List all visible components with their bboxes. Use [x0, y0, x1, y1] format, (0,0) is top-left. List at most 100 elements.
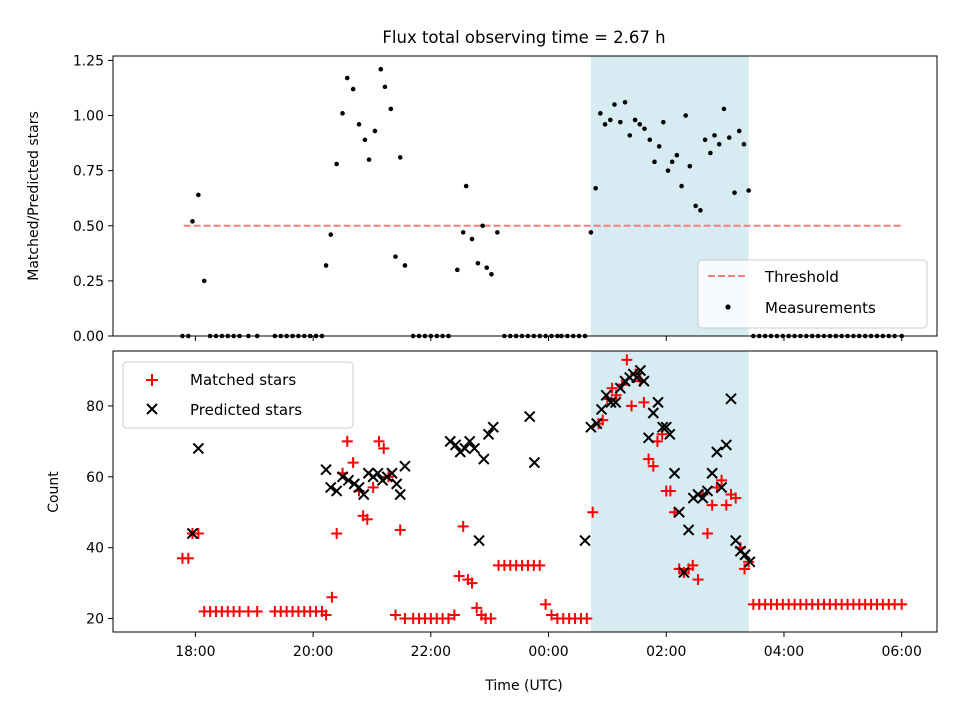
predicted-star-point	[478, 453, 490, 465]
predicted-star-point	[600, 389, 612, 402]
count-y-tick-label: 20	[86, 612, 104, 628]
predicted-star-point	[730, 534, 742, 547]
predicted-star-point	[390, 478, 403, 490]
matched-star-point	[706, 499, 718, 511]
ratio-y-tick-label: 1.25	[73, 53, 104, 69]
predicted-star-point	[711, 446, 723, 458]
measurement-point	[702, 137, 708, 143]
predicted-star-point	[664, 428, 676, 440]
measurement-point	[661, 119, 666, 125]
predicted-star-point	[720, 439, 732, 451]
matched-star-point	[647, 460, 659, 472]
measurement-point	[612, 102, 617, 107]
measurement-point	[495, 230, 500, 235]
predicted-star-point	[739, 549, 751, 561]
matched-star-point	[192, 527, 204, 539]
matched-star-point	[453, 570, 465, 582]
measurement-point	[708, 150, 713, 156]
matched-star-point	[720, 499, 732, 511]
measurement-point	[665, 168, 671, 173]
ratio-y-tick-label: 0.50	[73, 219, 104, 235]
matched-star-point	[378, 442, 390, 454]
measurement-point	[593, 185, 598, 191]
legend-matched-label: Matched stars	[190, 371, 296, 389]
predicted-star-point	[638, 375, 650, 387]
ratio-y-tick-label: 0.25	[73, 274, 104, 290]
measurement-point	[732, 190, 737, 195]
measurement-point	[683, 113, 688, 118]
time-x-tick-label: 02:00	[646, 644, 686, 660]
matched-star-point	[716, 474, 728, 486]
predicted-star-point	[660, 421, 672, 433]
predicted-star-point	[682, 524, 695, 536]
predicted-star-point	[634, 364, 647, 377]
predicted-star-point	[528, 456, 541, 469]
time-x-tick-label: 20:00	[293, 644, 333, 660]
matched-star-point	[730, 492, 742, 504]
predicted-star-point	[186, 527, 199, 540]
predicted-star-point	[697, 492, 709, 504]
time-x-tick-label: 22:00	[411, 644, 451, 660]
measurement-point	[328, 232, 334, 237]
measurement-point	[642, 126, 647, 132]
measurement-point	[637, 122, 643, 127]
predicted-star-point	[394, 488, 406, 501]
time-x-tick-label: 00:00	[528, 644, 568, 660]
measurement-point	[687, 163, 693, 169]
predicted-star-point	[386, 467, 398, 479]
matched-star-point	[331, 527, 343, 539]
measurement-point	[362, 137, 368, 143]
matched-star-point	[581, 613, 593, 625]
matched-star-point	[326, 591, 338, 603]
matched-star-point	[664, 485, 676, 497]
predicted-star-point	[715, 481, 728, 494]
measurement-point	[698, 208, 703, 213]
predicted-star-point	[449, 439, 462, 451]
counts-panel: 20 40 60 80 18:00 20:00 22:00 00:00 02:00 04:00 0…	[46, 350, 938, 694]
measurement-point	[627, 133, 633, 138]
legend-measurements-label: Measurements	[765, 299, 876, 317]
measurement-point	[674, 152, 680, 158]
matched-star-point	[485, 613, 497, 625]
measurement-point	[598, 111, 603, 116]
count-y-tick-label: 40	[86, 541, 104, 557]
matched-star-point	[361, 513, 373, 525]
count-y-label: Count	[46, 471, 62, 513]
matched-star-point	[651, 435, 663, 447]
measurement-point	[602, 122, 608, 127]
matched-star-point	[606, 382, 618, 394]
matched-star-point	[373, 435, 385, 447]
measurement-point	[460, 230, 466, 235]
measurement-point	[372, 128, 378, 134]
ratio-y-ticks: 0.00 0.25 0.50 0.75 1.00 1.25	[73, 53, 113, 345]
measurement-point	[656, 144, 662, 149]
predicted-star-point	[706, 467, 718, 479]
measurement-point	[736, 128, 742, 134]
matched-star-point	[390, 609, 402, 621]
legend-predicted-label: Predicted stars	[190, 401, 302, 419]
measurement-point	[746, 188, 751, 193]
predicted-star-point	[336, 471, 349, 483]
count-axes-frame	[112, 350, 938, 633]
predicted-star-point	[358, 488, 370, 501]
ratio-axes-frame	[112, 55, 938, 337]
ratio-y-tick-label: 0.00	[73, 329, 104, 345]
predicted-star-point	[482, 428, 495, 440]
chart-title: Flux total observing time = 2.67 h	[382, 28, 665, 47]
legend-matched-swatch	[146, 374, 158, 386]
matched-star-point	[534, 559, 546, 571]
matched-star-point	[367, 481, 379, 493]
ratio-legend-box	[697, 259, 928, 329]
predicted-star-point	[647, 407, 660, 419]
matched-star-point	[545, 609, 557, 621]
measurement-point	[632, 117, 638, 123]
predicted-stars-points	[186, 364, 756, 579]
measurement-point	[397, 155, 403, 160]
measurement-point	[693, 203, 698, 209]
matched-star-point	[466, 577, 478, 589]
measurement-point	[484, 265, 490, 270]
predicted-star-point	[678, 566, 690, 579]
predicted-star-point	[399, 460, 411, 472]
matched-star-point	[739, 563, 751, 575]
predicted-star-point	[609, 396, 622, 409]
